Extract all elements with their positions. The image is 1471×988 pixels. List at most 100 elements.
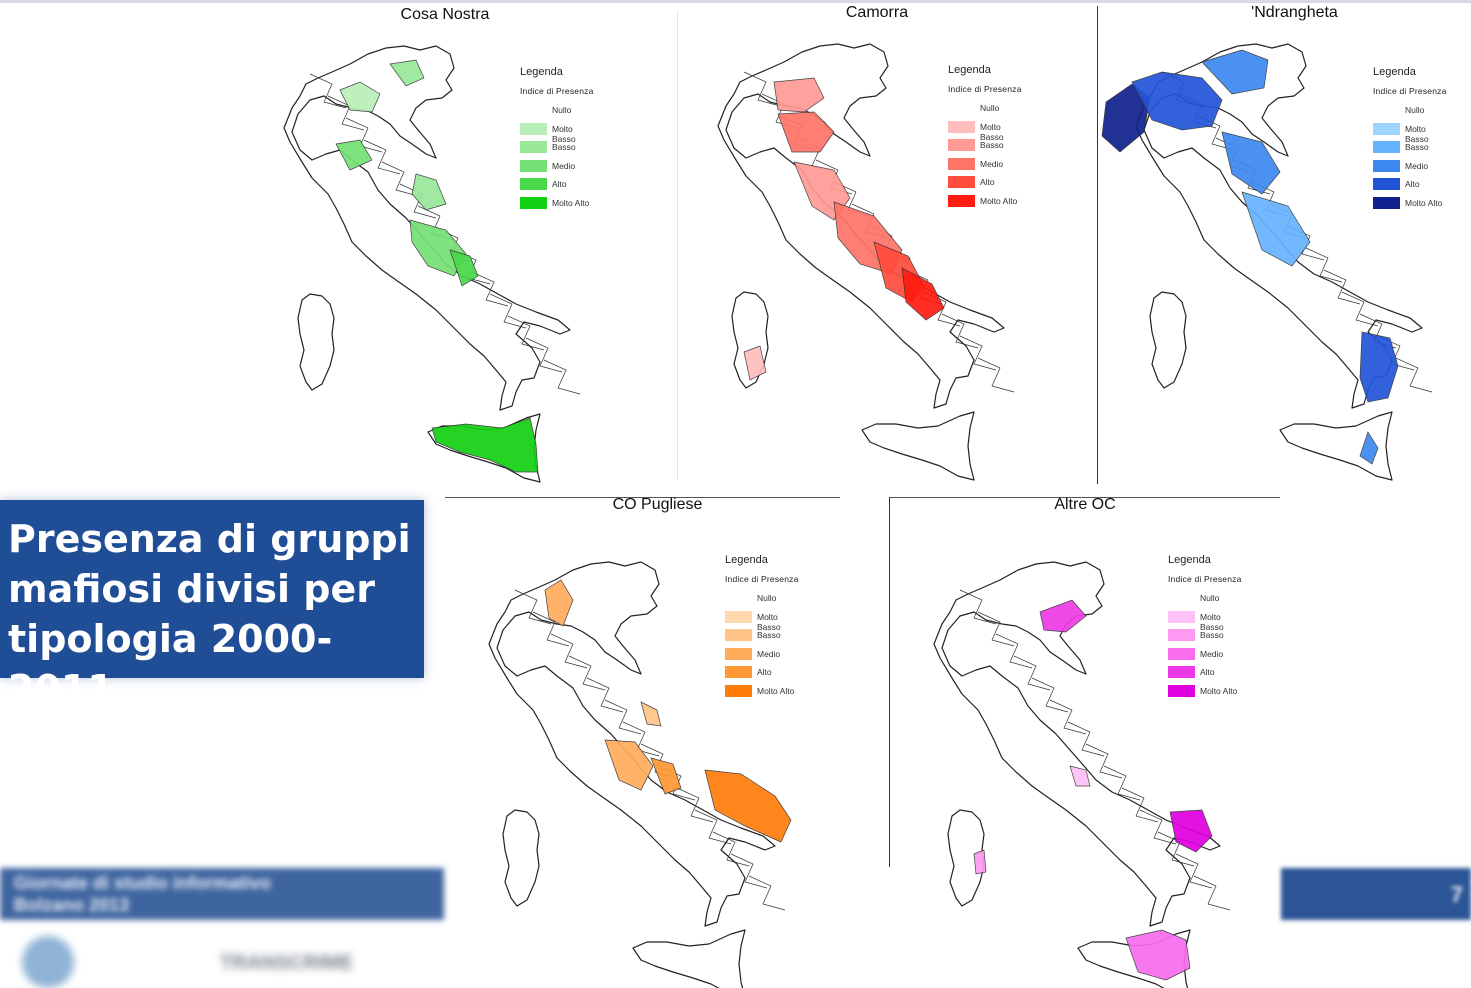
legend-swatch [1373, 122, 1400, 135]
legend-row: Basso [948, 137, 1022, 156]
sicily-outline [861, 411, 975, 481]
legend-swatch [520, 122, 547, 135]
province-border [748, 875, 786, 911]
province-border [507, 315, 545, 351]
legend-row: Medio [1168, 646, 1242, 665]
legend-row: Nullo [1168, 590, 1242, 609]
presence-area [1359, 331, 1399, 403]
legend-swatch [948, 139, 975, 151]
province-border [694, 809, 732, 845]
sicily-outline [632, 929, 746, 988]
footer-line-2: Bolzano 2013 [14, 895, 130, 915]
legend-swatch [948, 102, 975, 114]
presence-area [604, 739, 654, 791]
legend-swatch [725, 629, 752, 641]
legend-row: Molto Alto [1373, 195, 1447, 214]
legend-label: Nullo [757, 593, 777, 603]
legend-swatch [1373, 159, 1400, 172]
province-border [622, 721, 660, 757]
legend-subtitle: Indice di Presenza [725, 574, 799, 584]
italy-map [1101, 43, 1433, 481]
sicily-outline [1279, 411, 1393, 481]
province-border [543, 359, 581, 395]
legend-swatch [1373, 178, 1400, 190]
legend-row: Nullo [1373, 102, 1447, 121]
province-border [586, 677, 624, 713]
map-title: Camorra [845, 4, 909, 21]
legend-swatch [520, 178, 547, 190]
legend-label: Molto Alto [552, 197, 590, 208]
legend-label: Basso [1405, 142, 1429, 152]
top-rule [0, 0, 1471, 3]
legend-title: Legenda [1168, 554, 1211, 566]
province-border [471, 271, 509, 307]
province-border [525, 337, 563, 373]
province-border [345, 117, 383, 153]
province-border [743, 71, 781, 107]
province-border [399, 183, 437, 219]
presence-area [973, 849, 987, 875]
divider-vertical-2 [1097, 6, 1098, 484]
legend-label: Medio [757, 648, 781, 659]
presence-area [640, 701, 662, 727]
map-title: Altre OC [1054, 496, 1116, 513]
province-border [977, 611, 1015, 647]
legend-label: Medio [1405, 160, 1429, 171]
page-number: 7 [1450, 882, 1463, 907]
legend-row: Basso [1373, 139, 1447, 158]
legend-swatch [1168, 592, 1195, 604]
legend-swatch [948, 157, 975, 170]
italy-map [283, 45, 581, 483]
legend-label: Nullo [1405, 105, 1425, 115]
legend-row: Alto [1168, 664, 1242, 683]
sardinia-outline [297, 293, 335, 391]
legend-row: Alto [1373, 176, 1447, 195]
legend-label: Nullo [1200, 593, 1220, 603]
province-border [1049, 699, 1087, 735]
legend-row: Molto Alto [1168, 683, 1242, 702]
legend-label: Molto Basso [552, 123, 576, 144]
presence-area [1131, 71, 1223, 131]
map-panel-ndrangheta: 'Ndrangheta Legenda Indice di Presenza Nul… [1098, 2, 1471, 482]
presence-area [1101, 83, 1151, 153]
province-border [1121, 787, 1159, 823]
legend-label: Molto Alto [1405, 197, 1443, 208]
footer-logos: TRANSCRIME [20, 932, 360, 988]
map-legend: Legenda Indice di Presenza Nullo Molto Bass… [520, 66, 594, 213]
presence-area [1359, 431, 1379, 465]
legend-row: Molto Alto [725, 683, 799, 702]
legend-row: Basso [1168, 627, 1242, 646]
legend-swatch [1168, 629, 1195, 641]
legend-row: Molto Basso [725, 609, 799, 632]
legend-swatch [948, 176, 975, 188]
italy-map [488, 561, 792, 988]
legend-title: Legenda [520, 66, 563, 78]
map-shapes [488, 561, 792, 988]
divider-vertical-3 [889, 497, 890, 867]
logo-seal-icon [22, 936, 74, 988]
legend-label: Molto Alto [1200, 685, 1238, 696]
legend-label: Molto Basso [1405, 123, 1429, 144]
province-border [995, 633, 1033, 669]
legend-row: Molto Alto [520, 195, 594, 214]
logo-transcrime: TRANSCRIME [220, 952, 354, 974]
legend-label: Basso [1200, 630, 1224, 640]
presence-area [777, 111, 835, 153]
divider-horizontal-1 [445, 497, 840, 498]
legend-swatch [725, 666, 752, 678]
legend-row: Molto Basso [1373, 121, 1447, 144]
legend-row: Alto [725, 664, 799, 683]
footer-line-1: Giornate di studio informativo [14, 873, 272, 893]
map-legend: Legenda Indice di Presenza Nullo Molto Bass… [725, 554, 799, 701]
legend-swatch [1373, 104, 1400, 116]
legend-label: Alto [552, 179, 567, 189]
province-border [514, 589, 552, 625]
legend-swatch [948, 120, 975, 133]
province-border [327, 95, 365, 131]
legend-swatch [520, 159, 547, 172]
province-border [676, 787, 714, 823]
legend-swatch [1373, 141, 1400, 153]
legend-swatch [725, 647, 752, 660]
presence-area [1169, 809, 1213, 853]
legend-title: Legenda [948, 64, 991, 76]
